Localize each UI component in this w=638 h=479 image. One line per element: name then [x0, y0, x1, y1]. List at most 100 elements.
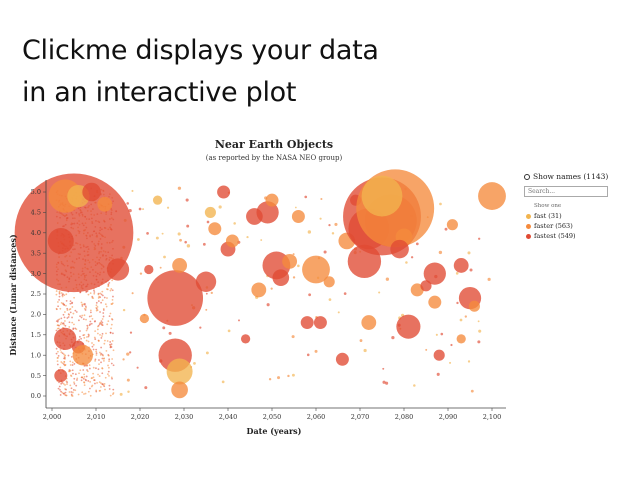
- data-bubble[interactable]: [152, 195, 163, 205]
- data-bubble[interactable]: [300, 316, 314, 330]
- noise-point: [106, 323, 109, 326]
- noise-point: [69, 302, 72, 305]
- noise-point: [60, 302, 63, 304]
- data-bubble[interactable]: [433, 349, 445, 361]
- noise-point: [63, 356, 66, 359]
- data-bubble[interactable]: [97, 196, 113, 212]
- noise-point: [103, 296, 106, 299]
- data-bubble[interactable]: [456, 334, 466, 344]
- legend-item-faster[interactable]: faster (563): [526, 222, 634, 230]
- noise-point: [71, 316, 73, 319]
- data-bubble[interactable]: [361, 175, 403, 217]
- noise-point: [100, 320, 103, 323]
- y-tick-label: 2.0: [31, 311, 41, 319]
- data-bubble[interactable]: [204, 206, 216, 218]
- data-bubble[interactable]: [410, 283, 424, 297]
- noise-point: [87, 340, 90, 343]
- noise-point: [64, 364, 67, 367]
- data-bubble[interactable]: [208, 222, 222, 236]
- data-bubble[interactable]: [468, 300, 480, 312]
- data-bubble[interactable]: [335, 352, 349, 366]
- data-bubble[interactable]: [225, 234, 239, 248]
- data-bubble[interactable]: [172, 258, 188, 273]
- data-bubble[interactable]: [195, 271, 217, 292]
- show-names-toggle[interactable]: Show names (1143): [524, 172, 634, 181]
- noise-point: [89, 320, 92, 323]
- data-bubble[interactable]: [144, 264, 154, 275]
- noise-point: [94, 338, 97, 341]
- noise-point: [111, 303, 113, 305]
- data-bubble[interactable]: [256, 201, 279, 224]
- noise-point: [111, 332, 114, 335]
- noise-point: [71, 364, 74, 366]
- noise-point: [84, 309, 87, 311]
- x-tick-label: 2,050: [263, 413, 282, 421]
- search-input[interactable]: [524, 186, 608, 197]
- noise-point: [91, 317, 94, 320]
- data-bubble[interactable]: [240, 334, 251, 344]
- noise-point: [67, 316, 70, 318]
- noise-point: [102, 315, 105, 318]
- data-bubble[interactable]: [147, 270, 204, 326]
- noise-point: [60, 317, 63, 320]
- noise-point: [73, 296, 75, 299]
- noise-point: [72, 391, 74, 394]
- noise-point: [70, 387, 73, 390]
- data-bubble[interactable]: [265, 193, 279, 207]
- data-bubble[interactable]: [423, 262, 446, 285]
- noise-point: [65, 388, 67, 391]
- data-bubble[interactable]: [166, 358, 193, 385]
- data-bubble[interactable]: [361, 315, 377, 330]
- noise-point: [405, 261, 408, 264]
- data-bubble[interactable]: [390, 239, 409, 259]
- legend: fast (31) faster (563) fastest (549): [524, 212, 634, 240]
- noise-point: [440, 332, 444, 336]
- data-bubble[interactable]: [251, 282, 267, 298]
- data-bubble[interactable]: [82, 182, 101, 202]
- noise-point: [85, 318, 87, 321]
- data-bubble[interactable]: [282, 253, 298, 269]
- data-bubble[interactable]: [302, 255, 330, 284]
- noise-point: [101, 321, 104, 324]
- legend-item-fastest[interactable]: fastest (549): [526, 232, 634, 240]
- noise-point: [337, 311, 340, 314]
- noise-point: [108, 315, 111, 317]
- data-bubble[interactable]: [139, 313, 150, 324]
- noise-point: [106, 340, 109, 342]
- data-bubble[interactable]: [47, 227, 74, 254]
- data-bubble[interactable]: [396, 314, 421, 339]
- data-bubble[interactable]: [291, 209, 305, 223]
- noise-point: [100, 301, 103, 304]
- data-bubble[interactable]: [54, 327, 77, 351]
- data-bubble[interactable]: [171, 381, 188, 399]
- noise-point: [97, 373, 99, 376]
- legend-item-fast[interactable]: fast (31): [526, 212, 634, 220]
- data-bubble[interactable]: [272, 269, 290, 287]
- data-bubble[interactable]: [446, 219, 458, 231]
- noise-point: [237, 319, 240, 322]
- noise-point: [99, 386, 102, 388]
- data-bubble[interactable]: [217, 185, 231, 199]
- noise-point: [477, 340, 481, 344]
- data-bubble[interactable]: [323, 276, 335, 288]
- noise-point: [268, 378, 272, 381]
- show-one-label: Show one: [534, 203, 562, 209]
- noise-point: [64, 324, 67, 327]
- data-bubble[interactable]: [72, 345, 94, 366]
- noise-point: [83, 373, 86, 376]
- data-bubble[interactable]: [428, 295, 442, 309]
- radio-icon[interactable]: [524, 173, 530, 180]
- noise-point: [101, 383, 104, 386]
- noise-point: [126, 378, 130, 382]
- data-bubble[interactable]: [54, 369, 68, 383]
- noise-point: [56, 320, 59, 323]
- noise-point: [469, 268, 473, 272]
- y-tick-label: 0.5: [31, 372, 41, 380]
- noise-point: [97, 368, 100, 371]
- data-bubble[interactable]: [313, 316, 327, 330]
- data-bubble[interactable]: [453, 258, 469, 273]
- data-bubble[interactable]: [420, 280, 432, 292]
- noise-point: [68, 313, 71, 316]
- data-bubble[interactable]: [106, 258, 130, 281]
- data-bubble[interactable]: [478, 182, 506, 210]
